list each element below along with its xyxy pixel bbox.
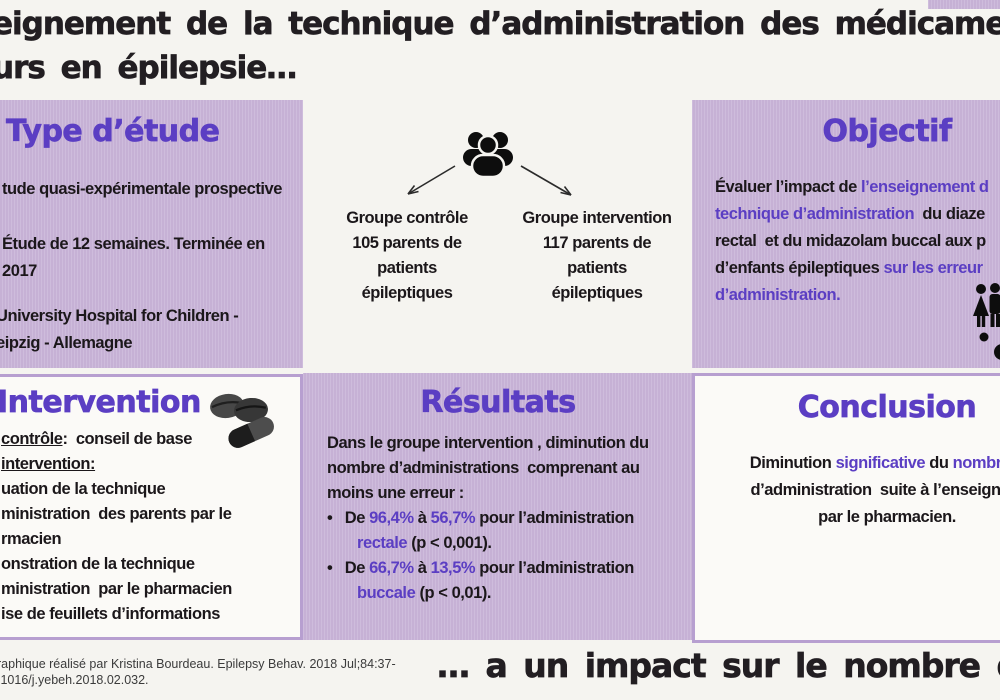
intervention-group-label: Groupe intervention 117 parents de patient… bbox=[522, 209, 672, 302]
group-split-diagram bbox=[407, 132, 572, 196]
conclusion-heading: Conclusion bbox=[797, 390, 977, 426]
footer-title: … a un impact sur le nombre d’erre bbox=[437, 646, 1000, 686]
results-heading: Résultats bbox=[420, 385, 576, 421]
main-title-line1: eignement de la technique d’administrati… bbox=[0, 6, 1000, 43]
control-group-label: Groupe contrôle 105 parents de patients épi… bbox=[346, 209, 468, 302]
main-title: eignement de la technique d’administrati… bbox=[0, 2, 1000, 90]
citation-line1: raphique réalisé par Kristina Bourdeau. … bbox=[0, 657, 396, 671]
people-group-icon bbox=[463, 132, 513, 179]
family-icon bbox=[973, 283, 1000, 360]
study-type-heading: Type d’étude bbox=[6, 114, 221, 150]
objective-text: Évaluer l’impact de l’enseignement d tech… bbox=[715, 178, 989, 304]
study-type-box: Type d’étude tude quasi-expérimentale pr… bbox=[0, 100, 303, 368]
citation-line2: .1016/j.yebeh.2018.02.032. bbox=[0, 672, 149, 687]
intervention-heading: Intervention bbox=[0, 385, 202, 421]
conclusion-box: Conclusion Diminution significative du n… bbox=[692, 373, 1000, 643]
objective-box: Objectif Évaluer l’impact de l’enseignem… bbox=[692, 100, 1000, 368]
citation: raphique réalisé par Kristina Bourdeau. … bbox=[0, 657, 396, 688]
study-type-paragraph: Étude de 12 semaines. Terminée en 2017 bbox=[2, 235, 265, 280]
study-type-paragraph: University Hospital for Children - eipzig… bbox=[0, 307, 239, 352]
intervention-text: contrôle: conseil de base intervention: ua… bbox=[1, 430, 232, 623]
main-title-line2: urs en épilepsie… bbox=[0, 50, 298, 87]
top-right-deco bbox=[928, 0, 1000, 9]
results-box: Résultats Dans le groupe intervention , … bbox=[303, 373, 693, 640]
right-arrow-icon bbox=[520, 165, 572, 196]
left-arrow-icon bbox=[407, 165, 456, 195]
results-text: Dans le groupe intervention , diminution… bbox=[327, 434, 649, 602]
conclusion-text: Diminution significative du nombre dd’ad… bbox=[749, 454, 1000, 526]
pills-icon bbox=[210, 393, 274, 448]
objective-heading: Objectif bbox=[822, 114, 952, 150]
study-type-paragraph: tude quasi-expérimentale prospective bbox=[2, 180, 282, 198]
